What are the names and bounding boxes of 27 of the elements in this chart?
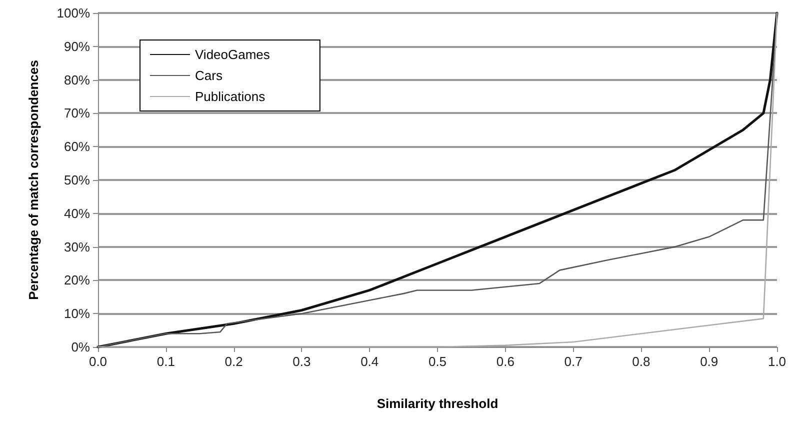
x-axis-title: Similarity threshold <box>376 396 498 411</box>
legend-label: Cars <box>195 68 223 83</box>
x-tick-label: 0.9 <box>700 354 718 369</box>
legend-label: Publications <box>195 89 266 104</box>
x-tick-label: 0.2 <box>224 354 243 369</box>
y-tick-label: 10% <box>64 306 90 322</box>
y-tick-label: 90% <box>64 38 90 54</box>
x-tick-label: 0.5 <box>428 354 447 369</box>
y-tick-label: 0% <box>71 340 90 354</box>
y-tick-label: 40% <box>64 206 90 221</box>
x-tick-label: 1.0 <box>768 354 786 369</box>
x-tick-label: 0.1 <box>156 354 175 369</box>
x-tick-label: 0.4 <box>360 354 379 369</box>
y-tick-label: 20% <box>64 272 90 288</box>
x-tick-label: 0.8 <box>632 354 650 369</box>
y-tick-label: 30% <box>64 239 90 254</box>
y-axis-title: Percentage of match correspondences <box>26 60 41 300</box>
x-tick-label: 0.3 <box>292 354 311 369</box>
y-tick-label: 80% <box>64 72 90 88</box>
legend-label: VideoGames <box>195 47 270 62</box>
x-tick-label: 0.7 <box>564 354 582 369</box>
x-tick-label: 0.6 <box>496 354 514 369</box>
y-tick-label: 70% <box>64 106 90 121</box>
y-tick-label: 100% <box>56 6 90 20</box>
y-tick-label: 50% <box>64 172 90 188</box>
y-tick-label: 60% <box>64 139 90 154</box>
x-tick-label: 0.0 <box>88 354 108 369</box>
